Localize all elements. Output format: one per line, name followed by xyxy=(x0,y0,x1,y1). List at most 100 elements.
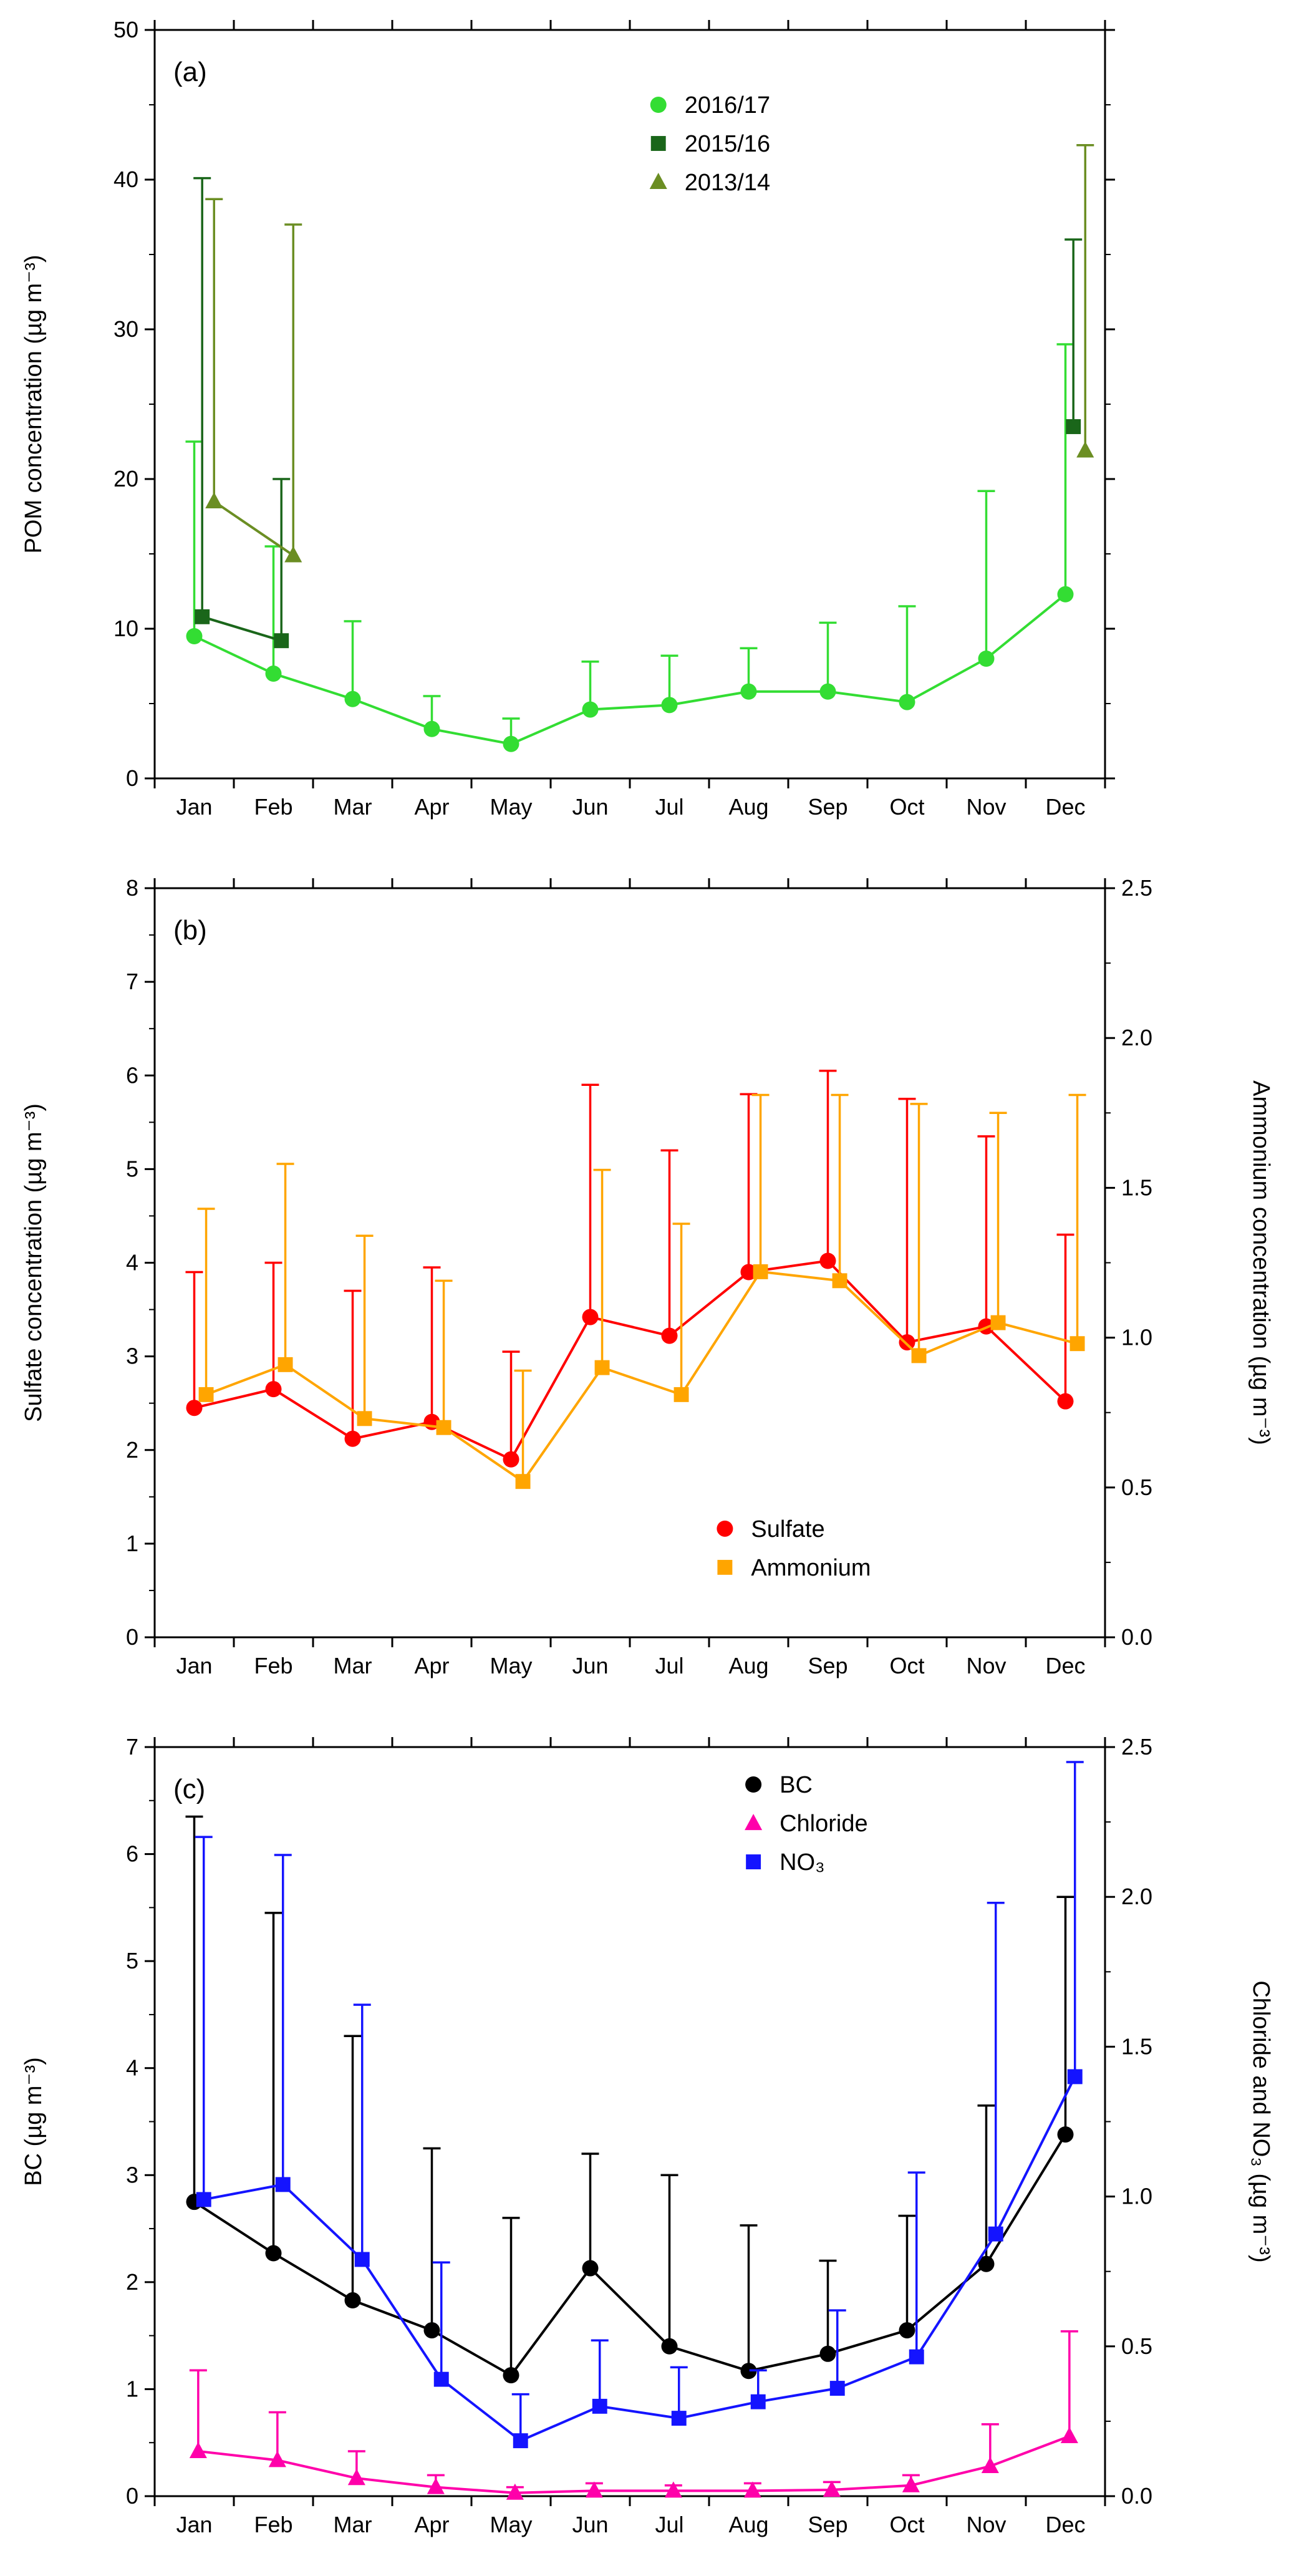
data-point-marker xyxy=(832,1273,847,1289)
data-point-marker xyxy=(344,2292,361,2309)
legend: BC Chloride NO₃ xyxy=(745,1772,868,1876)
x-tick-label: Mar xyxy=(334,2512,372,2537)
data-point-marker xyxy=(661,697,678,714)
data-point-marker xyxy=(503,2367,519,2384)
right-y-tick-label: 1.0 xyxy=(1121,2184,1152,2209)
right-axis-label: Chloride and NO₃ (µg m⁻³) xyxy=(1248,1980,1274,2262)
data-point-marker xyxy=(205,492,223,509)
x-tick-label: Jul xyxy=(655,794,683,820)
right-y-tick-label: 0.0 xyxy=(1121,2483,1152,2509)
data-point-marker xyxy=(1069,1336,1085,1352)
series-line xyxy=(193,593,1066,745)
data-point-marker xyxy=(819,1252,836,1269)
x-tick-label: Sep xyxy=(808,1653,847,1678)
y-tick-label: 10 xyxy=(113,616,138,641)
x-tick-label: May xyxy=(490,2512,532,2537)
data-point-marker xyxy=(1060,2426,1078,2443)
data-point-marker xyxy=(265,2245,282,2262)
y-tick-label: 7 xyxy=(126,969,138,994)
x-tick-label: May xyxy=(490,794,532,820)
right-y-tick-label: 0.5 xyxy=(1121,1474,1152,1500)
data-point-marker xyxy=(268,2451,286,2467)
y-tick-label: 40 xyxy=(113,167,138,192)
data-point-marker xyxy=(1057,586,1074,603)
x-tick-label: Oct xyxy=(889,1653,924,1678)
panel-a-chart: 0 10 20 30 40 50 Jan Feb Mar Apr May Jun Jul Aug Sep Oc… xyxy=(21,17,1115,820)
axes: 0 10 20 30 40 50 Jan Feb Mar Apr May Jun Jul Aug Sep Oc… xyxy=(113,17,1115,820)
x-tick-label: Dec xyxy=(1045,2512,1085,2537)
legend-label: 2013/14 xyxy=(685,170,770,196)
data-point-marker xyxy=(829,2381,845,2396)
legend-marker xyxy=(717,1559,733,1575)
right-y-tick-label: 1.0 xyxy=(1121,1325,1152,1350)
right-y-tick-label: 2.5 xyxy=(1121,875,1152,901)
data-point-marker xyxy=(902,2476,920,2492)
legend-entry-2015/16: 2015/16 xyxy=(650,131,770,157)
panel-letter: (a) xyxy=(173,57,207,87)
x-tick-label: Dec xyxy=(1045,1653,1085,1678)
legend-entry-Ammonium: Ammonium xyxy=(717,1555,871,1581)
data-point-marker xyxy=(740,2363,757,2380)
data-point-marker xyxy=(743,2481,761,2498)
data-point-marker xyxy=(978,651,995,667)
plot-box xyxy=(153,887,1106,1639)
data-point-marker xyxy=(661,1327,678,1344)
y-tick-label: 7 xyxy=(126,1734,138,1760)
y-tick-label: 0 xyxy=(126,2483,138,2509)
series-line xyxy=(205,1270,1078,1483)
legend-label: NO₃ xyxy=(780,1849,824,1876)
series-NO3 xyxy=(195,1761,1084,2449)
data-point-marker xyxy=(433,2371,449,2387)
data-point-marker xyxy=(423,2322,440,2339)
data-point-marker xyxy=(990,1315,1006,1330)
panel: 0 10 20 30 40 50 Jan Feb Mar Apr May Jun Jul Aug Sep Oc… xyxy=(21,17,1115,820)
series-BC xyxy=(185,1815,1074,2384)
legend-entry-BC: BC xyxy=(745,1772,813,1798)
data-point-marker xyxy=(506,2483,524,2500)
legend-label: Chloride xyxy=(780,1811,868,1837)
y-tick-label: 6 xyxy=(126,1841,138,1867)
panel-letter: (c) xyxy=(173,1774,205,1804)
x-tick-label: Jul xyxy=(655,2512,683,2537)
data-point-marker xyxy=(503,1451,519,1468)
series-Chloride xyxy=(189,2330,1078,2500)
y-tick-label: 1 xyxy=(126,2376,138,2401)
data-point-marker xyxy=(661,2338,678,2355)
panel-b-chart: 0 1 2 3 4 5 6 7 8 0.0 0.5 1.0 1.5 2.0 2.5 Jan Feb Mar Apr M… xyxy=(21,875,1274,1678)
data-point-marker xyxy=(1067,2069,1083,2085)
data-point-marker xyxy=(673,1387,689,1402)
data-point-marker xyxy=(198,1387,214,1402)
y-tick-label: 0 xyxy=(126,1624,138,1650)
right-y-tick-label: 1.5 xyxy=(1121,1174,1152,1200)
series-line xyxy=(198,2435,1070,2494)
data-point-marker xyxy=(911,1348,927,1363)
x-tick-label: Sep xyxy=(808,2512,847,2537)
y-tick-label: 4 xyxy=(126,1250,138,1276)
data-point-marker xyxy=(1057,2126,1074,2143)
legend: Sulfate Ammonium xyxy=(717,1516,871,1581)
data-point-marker xyxy=(515,1474,531,1489)
y-tick-label: 0 xyxy=(126,765,138,791)
data-point-marker xyxy=(186,1400,203,1416)
x-tick-label: Nov xyxy=(966,794,1006,820)
x-tick-label: Mar xyxy=(334,794,372,820)
panel: 0 1 2 3 4 5 6 7 0.0 0.5 1.0 1.5 2.0 2.5 Jan Feb Mar Apr Ma… xyxy=(21,1734,1274,2537)
x-tick-label: Jan xyxy=(176,1653,212,1678)
data-point-marker xyxy=(753,1264,768,1279)
x-tick-label: Aug xyxy=(728,794,768,820)
data-point-marker xyxy=(196,2192,211,2207)
data-point-marker xyxy=(274,633,289,649)
data-point-marker xyxy=(284,546,302,563)
y-tick-label: 30 xyxy=(113,316,138,342)
x-tick-label: Jun xyxy=(572,794,608,820)
x-tick-label: Feb xyxy=(254,794,292,820)
x-tick-label: Nov xyxy=(966,1653,1006,1678)
y-axis-label: POM concentration (µg m⁻³) xyxy=(21,254,47,553)
data-point-marker xyxy=(664,2481,682,2498)
data-point-marker xyxy=(354,2252,370,2267)
right-y-tick-label: 2.0 xyxy=(1121,1025,1152,1050)
series-2015/16 xyxy=(193,177,1083,649)
axes: 0 1 2 3 4 5 6 7 8 0.0 0.5 1.0 1.5 2.0 2.5 Jan Feb Mar Apr M… xyxy=(126,875,1152,1678)
data-point-marker xyxy=(503,735,519,752)
series-line xyxy=(194,1259,1066,1461)
